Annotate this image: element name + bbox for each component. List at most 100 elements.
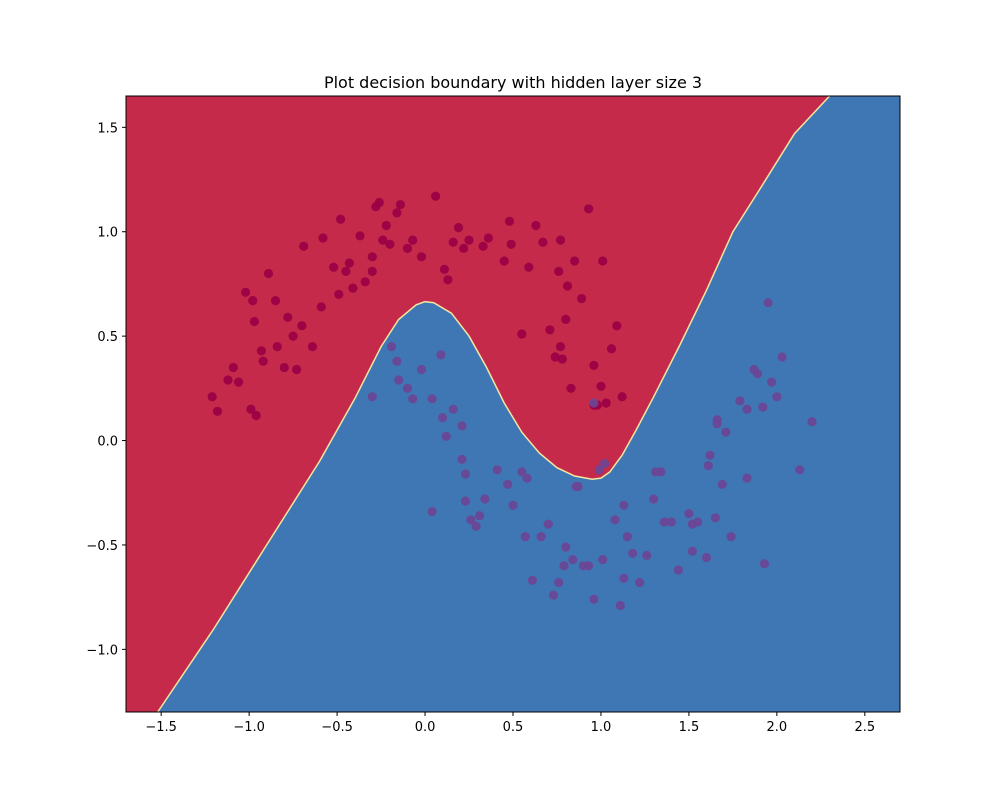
data-point-class0: [448, 237, 458, 247]
decision-boundary-line: [157, 96, 831, 712]
data-point-class1: [402, 383, 413, 393]
data-point-class1: [767, 377, 777, 387]
data-point-class1: [416, 364, 427, 375]
data-point-class0: [443, 275, 453, 285]
data-point-class0: [318, 233, 328, 243]
data-point-class0: [617, 392, 627, 402]
data-point-class1: [492, 465, 502, 475]
data-point-class1: [427, 506, 437, 517]
data-point-class1: [457, 454, 467, 464]
data-point-class0: [288, 331, 298, 341]
data-point-class1: [517, 467, 527, 477]
data-point-class0: [234, 377, 244, 387]
data-point-class0: [478, 241, 488, 251]
data-point-class1: [758, 402, 768, 412]
data-point-class1: [573, 481, 583, 492]
data-point-class0: [378, 235, 388, 245]
data-point-class0: [348, 283, 358, 293]
data-point-class1: [520, 532, 530, 542]
data-point-class0: [248, 296, 258, 306]
class1-region: [157, 96, 900, 712]
data-point-class0: [561, 314, 571, 324]
data-point-class1: [628, 548, 638, 558]
x-tick-label: 1.5: [679, 720, 700, 735]
data-point-class0: [531, 220, 541, 231]
data-point-class0: [504, 216, 515, 226]
x-tick-label: 2.0: [767, 720, 788, 735]
data-point-class0: [555, 342, 566, 352]
data-point-class1: [548, 590, 559, 600]
data-point-class1: [673, 565, 684, 575]
data-point-class0: [408, 235, 418, 245]
data-point-class1: [763, 298, 773, 308]
data-point-class0: [606, 344, 617, 354]
data-point-class0: [367, 252, 377, 262]
data-point-class1: [807, 417, 817, 427]
data-point-class0: [258, 356, 268, 366]
x-tick-label: −1.0: [233, 720, 265, 735]
data-point-class0: [601, 398, 611, 408]
y-tick-label: 0.5: [97, 330, 118, 345]
data-point-class0: [499, 256, 509, 266]
data-point-class1: [777, 352, 787, 362]
data-point-class0: [374, 197, 384, 208]
data-point-class1: [710, 513, 720, 523]
data-point-class1: [475, 511, 485, 521]
x-axis: −1.5 −1.0 −0.5 0.0 0.5 1.0 1.5 2.0 2.5: [145, 712, 875, 735]
data-point-class1: [726, 532, 736, 542]
data-point-class1: [659, 517, 669, 527]
data-point-class1: [394, 375, 404, 385]
chart-title: Plot decision boundary with hidden layer…: [324, 73, 702, 92]
data-point-class1: [471, 521, 481, 531]
data-point-class0: [283, 312, 293, 322]
data-point-class1: [721, 427, 731, 437]
data-point-class0: [562, 281, 573, 291]
data-point-class1: [589, 398, 599, 408]
x-tick-label: 0.5: [503, 720, 524, 735]
data-point-class1: [408, 394, 418, 404]
data-point-class1: [642, 550, 652, 561]
data-point-class1: [568, 555, 578, 565]
data-point-class1: [508, 500, 518, 510]
data-point-class0: [570, 256, 580, 266]
data-point-class0: [577, 293, 587, 304]
data-point-class0: [483, 233, 493, 243]
data-point-class1: [438, 413, 448, 423]
data-point-class0: [459, 243, 469, 253]
data-point-class0: [596, 381, 606, 391]
data-point-class1: [687, 519, 698, 529]
data-point-class0: [299, 241, 309, 251]
data-point-class1: [717, 479, 727, 489]
data-point-class1: [559, 561, 569, 571]
data-point-class0: [292, 364, 302, 375]
data-point-class0: [272, 342, 282, 352]
data-point-class0: [316, 302, 326, 312]
x-tick-label: −1.5: [145, 720, 177, 735]
data-point-class0: [392, 208, 402, 218]
data-point-class0: [344, 258, 354, 268]
data-point-class0: [207, 392, 217, 402]
data-point-class1: [589, 594, 599, 604]
data-point-class1: [622, 532, 632, 542]
data-point-class0: [251, 410, 261, 421]
data-point-class0: [431, 191, 441, 201]
data-point-class0: [336, 214, 346, 224]
data-point-class0: [228, 362, 238, 373]
data-point-class0: [524, 262, 534, 272]
data-point-class1: [584, 561, 594, 571]
y-axis: −1.0 −0.5 0.0 0.5 1.0 1.5: [86, 121, 126, 658]
data-point-class0: [584, 204, 594, 214]
data-point-class0: [402, 243, 413, 253]
data-point-class0: [555, 235, 566, 245]
data-point-class1: [457, 421, 467, 431]
data-point-class0: [557, 354, 567, 364]
data-point-class1: [598, 555, 608, 565]
data-point-class1: [543, 519, 553, 529]
data-point-class1: [527, 575, 538, 586]
data-point-class1: [480, 494, 490, 504]
data-point-class0: [270, 296, 281, 306]
data-point-class1: [427, 394, 437, 404]
data-point-class1: [687, 546, 698, 556]
data-point-class1: [503, 479, 513, 489]
